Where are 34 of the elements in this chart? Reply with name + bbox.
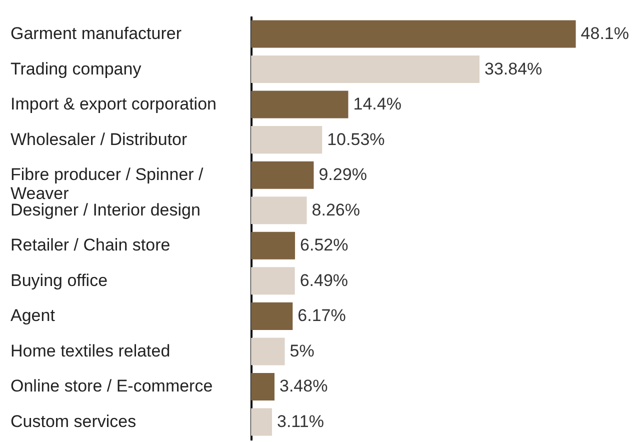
data-label: 10.53%: [327, 130, 385, 149]
bar: [251, 196, 307, 224]
bar: [251, 126, 322, 154]
bar: [251, 408, 272, 436]
bar: [251, 20, 576, 48]
data-label: 8.26%: [312, 200, 360, 220]
y-tick-label: Custom services: [10, 412, 136, 432]
y-tick-label: Import & export corporation: [10, 94, 216, 114]
data-label: 3.48%: [280, 376, 328, 396]
bar: [251, 267, 295, 295]
data-label: 14.4%: [353, 94, 402, 114]
bar: [251, 161, 314, 189]
y-tick-label: Buying office: [10, 270, 108, 290]
y-tick-label: Retailer / Chain store: [10, 236, 170, 255]
y-tick-label: Garment manufacturer: [10, 24, 182, 43]
bar: [251, 372, 274, 400]
bar: [251, 90, 348, 118]
bar: [251, 338, 285, 366]
data-label: 3.11%: [277, 412, 324, 432]
data-label: 6.17%: [298, 306, 346, 326]
data-label: 48.1%: [580, 24, 629, 43]
y-tick-label: Home textiles related: [10, 341, 170, 360]
data-label: 33.84%: [484, 59, 542, 78]
data-label: 6.49%: [300, 270, 348, 290]
y-tick-label: Wholesaler / Distributor: [10, 130, 188, 149]
data-label: 9.29%: [318, 165, 367, 184]
data-label: 6.52%: [300, 236, 348, 255]
bar: [251, 56, 480, 84]
bar: [251, 232, 296, 260]
y-tick-label: Trading company: [10, 59, 142, 78]
y-tick-label: Online store / E-commerce: [10, 376, 213, 396]
bar: [251, 302, 293, 330]
data-label: 5%: [290, 341, 314, 360]
y-tick-label: Agent: [10, 306, 56, 326]
